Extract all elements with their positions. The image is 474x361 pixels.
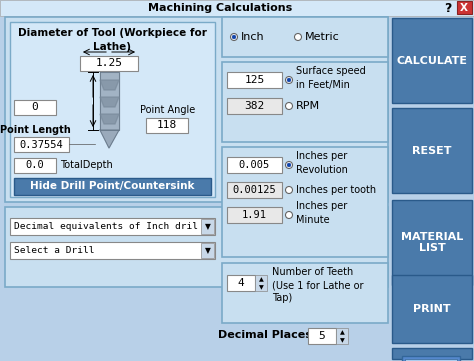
Text: CALCULATE: CALCULATE	[396, 56, 467, 65]
Bar	[227, 207, 282, 223]
Text: Number of Teeth
(Use 1 for Lathe or
Tap): Number of Teeth (Use 1 for Lathe or Tap)	[272, 267, 364, 303]
Text: X: X	[460, 3, 468, 13]
Bar	[402, 356, 460, 361]
Text: Point Angle: Point Angle	[140, 105, 196, 115]
Text: ▼: ▼	[205, 246, 211, 255]
Bar	[222, 263, 388, 323]
Bar	[10, 218, 215, 235]
Bar	[10, 22, 215, 197]
Text: 118: 118	[157, 121, 177, 130]
Polygon shape	[100, 114, 119, 124]
Text: 0.005: 0.005	[239, 160, 270, 170]
Polygon shape	[100, 80, 119, 90]
Text: Point Length: Point Length	[0, 125, 70, 135]
Bar	[227, 275, 255, 291]
Bar	[0, 0, 474, 16]
Text: 0.00125: 0.00125	[233, 185, 276, 195]
Bar	[255, 275, 267, 291]
Text: MATERIAL
LIST: MATERIAL LIST	[401, 232, 463, 253]
Text: Decimal equivalents of Inch dril: Decimal equivalents of Inch dril	[14, 222, 198, 231]
Text: 1.25: 1.25	[95, 58, 122, 69]
Text: Surface speed
in Feet/Min: Surface speed in Feet/Min	[296, 66, 366, 90]
Bar	[392, 108, 472, 193]
Bar	[227, 182, 282, 198]
Circle shape	[230, 34, 237, 40]
Bar	[222, 62, 388, 142]
Text: RPM: RPM	[296, 101, 320, 111]
Text: Diameter of Tool (Workpiece for
Lathe): Diameter of Tool (Workpiece for Lathe)	[18, 29, 207, 52]
Text: PRINT: PRINT	[413, 304, 451, 314]
Bar	[392, 18, 472, 103]
Text: Inches per
Minute: Inches per Minute	[296, 201, 347, 225]
Bar	[227, 98, 282, 114]
Text: Hide Drill Point/Countersink: Hide Drill Point/Countersink	[30, 181, 194, 191]
Text: Inches per tooth: Inches per tooth	[296, 185, 376, 195]
Text: Metric: Metric	[305, 32, 340, 42]
Text: ?: ?	[444, 1, 452, 14]
Text: Machining Calculations: Machining Calculations	[148, 3, 292, 13]
Circle shape	[287, 78, 291, 82]
Text: 0.37554: 0.37554	[19, 139, 64, 149]
Text: Select a Drill: Select a Drill	[14, 246, 94, 255]
Polygon shape	[100, 97, 119, 107]
Text: 0.0: 0.0	[26, 161, 45, 170]
Bar	[392, 348, 472, 359]
Bar	[201, 243, 214, 258]
Text: ▲: ▲	[340, 331, 345, 335]
Bar	[227, 157, 282, 173]
Bar	[201, 219, 214, 234]
Text: 5: 5	[319, 331, 325, 341]
Text: Inch: Inch	[241, 32, 264, 42]
Text: ▼: ▼	[205, 222, 211, 231]
Bar	[14, 178, 211, 195]
Bar	[5, 207, 388, 287]
Bar	[405, 359, 457, 361]
Text: ▼: ▼	[340, 339, 345, 344]
Polygon shape	[100, 130, 119, 148]
Bar	[336, 328, 348, 344]
Text: ▲: ▲	[259, 278, 264, 283]
Bar	[14, 100, 56, 115]
Bar	[392, 275, 472, 343]
Circle shape	[232, 35, 236, 39]
Text: 4: 4	[237, 278, 245, 288]
Circle shape	[287, 163, 291, 167]
Circle shape	[285, 77, 292, 83]
Text: 125: 125	[245, 75, 264, 85]
Text: TotalDepth: TotalDepth	[60, 160, 113, 170]
Text: Inches per
Revolution: Inches per Revolution	[296, 151, 348, 175]
Bar	[392, 200, 472, 285]
Bar	[308, 328, 336, 344]
Circle shape	[285, 187, 292, 193]
Text: 0: 0	[32, 103, 38, 113]
Bar	[14, 137, 69, 152]
Polygon shape	[100, 72, 119, 130]
Text: ▼: ▼	[259, 286, 264, 291]
Bar	[5, 17, 388, 202]
Text: Decimal Places: Decimal Places	[218, 330, 312, 340]
Bar	[222, 17, 388, 57]
Circle shape	[285, 103, 292, 109]
Bar	[222, 147, 388, 257]
Bar	[14, 158, 56, 173]
Text: 382: 382	[245, 101, 264, 111]
Circle shape	[285, 212, 292, 218]
Bar	[10, 242, 215, 259]
Text: 1.91: 1.91	[242, 210, 267, 220]
Text: RESET: RESET	[412, 145, 452, 156]
Bar	[80, 56, 138, 71]
Bar	[227, 72, 282, 88]
Bar	[146, 118, 188, 133]
Circle shape	[294, 34, 301, 40]
Bar	[457, 1, 472, 14]
Circle shape	[285, 161, 292, 169]
